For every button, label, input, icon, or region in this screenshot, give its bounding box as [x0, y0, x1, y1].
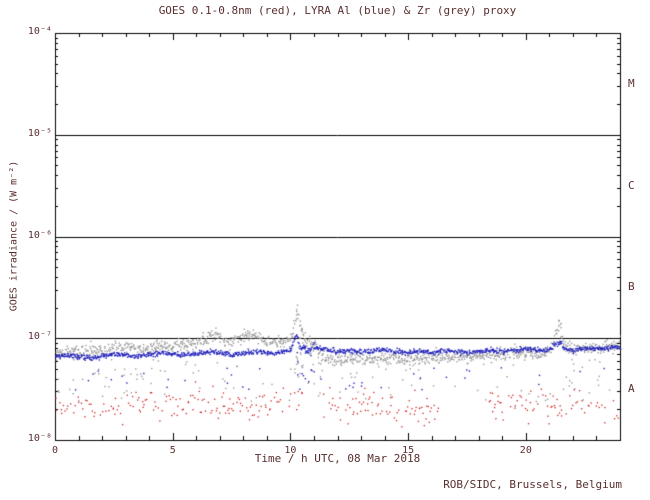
y-tick-label: 10⁻⁸ [27, 433, 52, 444]
x-tick-label: 20 [519, 445, 532, 456]
y-tick-label: 10⁻⁷ [27, 331, 52, 343]
x-tick-label: 15 [402, 445, 415, 456]
y-tick-label: 10⁻⁶ [27, 229, 52, 241]
x-tick-label: 5 [169, 445, 176, 456]
y-tick-label: 10⁻⁵ [27, 127, 52, 139]
credit-text: ROB/SIDC, Brussels, Belgium [443, 478, 622, 491]
flare-class-label: B [628, 280, 635, 294]
flare-class-label: A [628, 382, 635, 396]
flare-class-label: M [628, 76, 635, 90]
x-axis-label: Time / h UTC, 08 Mar 2018 [254, 452, 421, 465]
x-tick-label: 0 [51, 445, 59, 456]
flare-class-label: C [628, 178, 635, 192]
x-tick-label: 10 [284, 445, 297, 456]
y-tick-label: 10⁻⁴ [27, 26, 52, 37]
